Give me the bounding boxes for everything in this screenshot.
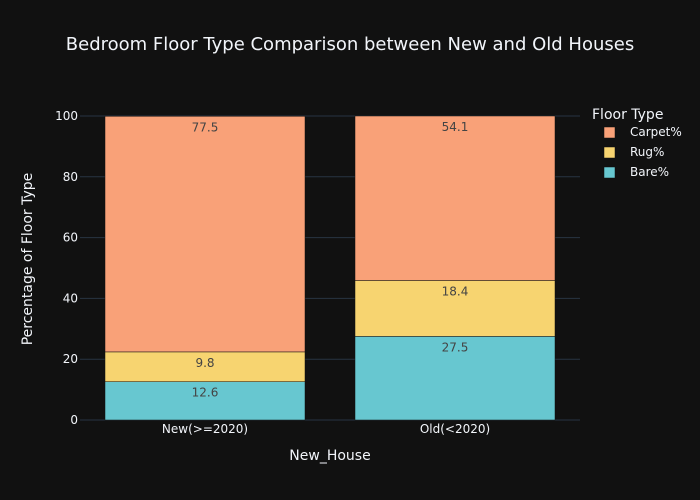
- bar-value-label: 54.1: [442, 120, 469, 134]
- legend-label: Bare%: [630, 165, 669, 179]
- y-tick-label: 60: [63, 231, 78, 245]
- chart-title: Bedroom Floor Type Comparison between Ne…: [66, 34, 634, 55]
- legend-label: Rug%: [630, 145, 664, 159]
- bar-segment[interactable]: [104, 381, 306, 421]
- bar-segment[interactable]: [104, 351, 306, 382]
- y-tick-label: 20: [63, 352, 78, 366]
- bar-segment[interactable]: [354, 115, 556, 281]
- x-tick-label: Old(<2020): [420, 422, 490, 436]
- legend-label: Carpet%: [630, 125, 682, 139]
- legend-swatch[interactable]: [603, 146, 616, 159]
- bar-segment[interactable]: [354, 336, 556, 421]
- legend: Floor Type Carpet% Rug% Bare%: [592, 107, 682, 179]
- y-tick-label: 0: [70, 413, 78, 427]
- legend-title: Floor Type: [592, 107, 663, 123]
- bar-value-label: 27.5: [442, 340, 469, 354]
- y-tick-label: 80: [63, 170, 78, 184]
- legend-swatch[interactable]: [603, 166, 616, 179]
- bar-value-label: 9.8: [195, 356, 214, 370]
- legend-swatch[interactable]: [603, 126, 616, 139]
- bar-segment[interactable]: [354, 280, 556, 337]
- x-axis-title: New_House: [289, 448, 370, 464]
- bars: 12.6 9.8 77.5 27.5 18.4 54.1: [104, 115, 556, 421]
- axis-ticks: 0 20 40 60 80 100 New(>=2020) Old(<2020): [55, 109, 490, 436]
- bar-value-label: 18.4: [442, 284, 469, 298]
- bar-value-label: 77.5: [192, 120, 219, 134]
- bar-segment[interactable]: [104, 116, 306, 353]
- y-tick-label: 40: [63, 291, 78, 305]
- y-axis-title: Percentage of Floor Type: [20, 173, 36, 346]
- x-tick-label: New(>=2020): [162, 422, 248, 436]
- y-tick-label: 100: [55, 109, 78, 123]
- bar-value-label: 12.6: [192, 386, 219, 400]
